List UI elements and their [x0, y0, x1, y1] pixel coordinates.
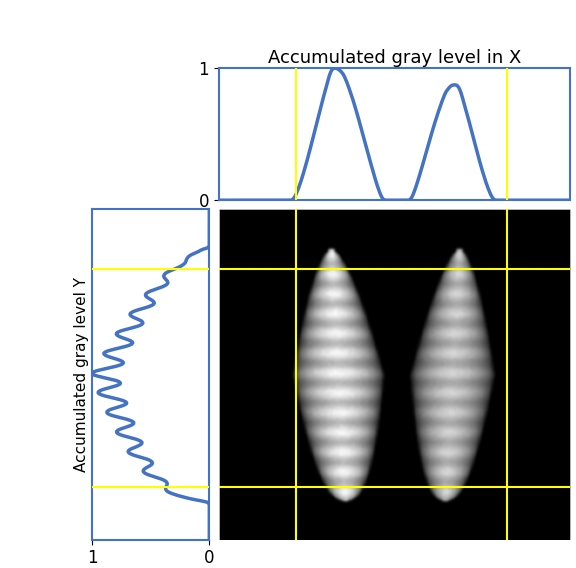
Y-axis label: Accumulated gray level Y: Accumulated gray level Y — [74, 277, 89, 472]
Title: Accumulated gray level in X: Accumulated gray level in X — [268, 49, 521, 66]
